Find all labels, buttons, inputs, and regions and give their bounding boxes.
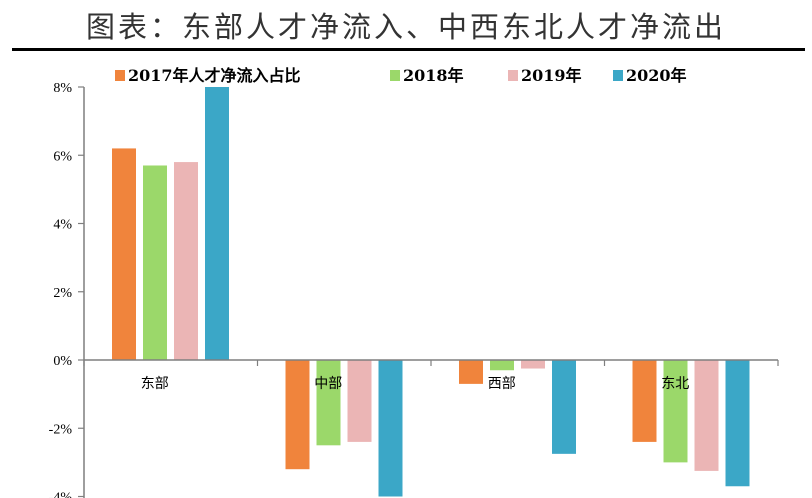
bars-layer — [112, 87, 750, 497]
bar-1-3 — [378, 360, 403, 497]
bar-3-0 — [632, 360, 657, 442]
bar-0-1 — [143, 165, 167, 360]
bar-3-1 — [663, 360, 688, 463]
category-label: 西部 — [488, 376, 516, 392]
bar-2-3 — [552, 360, 576, 454]
title-divider — [12, 48, 805, 51]
y-tick-label: 2% — [53, 286, 72, 301]
bar-1-0 — [285, 360, 310, 470]
y-tick-label: 4% — [53, 218, 72, 233]
labels-layer: -4% -2% 0% 2% 4% 6% 8% 东部 中部 西部 东北 — [49, 81, 690, 498]
legend-label: 2020年 — [626, 66, 687, 85]
legend-label: 2017年人才净流入占比 — [128, 66, 301, 85]
bar-0-0 — [112, 148, 136, 360]
legend-swatch — [390, 70, 400, 81]
bar-2-0 — [459, 360, 483, 384]
y-tick-label: -4% — [49, 491, 73, 498]
category-label: 东部 — [141, 376, 169, 392]
y-tick-label: -2% — [49, 422, 73, 437]
bar-3-2 — [694, 360, 719, 471]
legend-swatch — [508, 70, 518, 81]
legend-swatch — [115, 70, 125, 81]
bar-2-1 — [490, 360, 514, 371]
y-tick-label: 8% — [53, 81, 72, 96]
y-tick-label: 6% — [53, 149, 72, 164]
bar-1-1 — [316, 360, 341, 446]
legend-swatch — [613, 70, 623, 81]
legend: 2017年人才净流入占比 2018年 2019年 2020年 — [115, 66, 687, 85]
legend-label: 2018年 — [403, 66, 464, 85]
axes-layer — [78, 86, 779, 498]
page-title: 图表：东部人才净流入、中西东北人才净流出 — [85, 10, 726, 44]
bar-1-2 — [347, 360, 372, 442]
y-tick-label: 0% — [53, 354, 72, 369]
bar-0-3 — [205, 87, 229, 360]
category-label: 中部 — [314, 376, 342, 392]
bar-0-2 — [174, 162, 198, 360]
bar-2-2 — [521, 360, 545, 369]
category-label: 东北 — [661, 376, 689, 392]
legend-label: 2019年 — [521, 66, 582, 85]
bar-3-3 — [725, 360, 750, 487]
